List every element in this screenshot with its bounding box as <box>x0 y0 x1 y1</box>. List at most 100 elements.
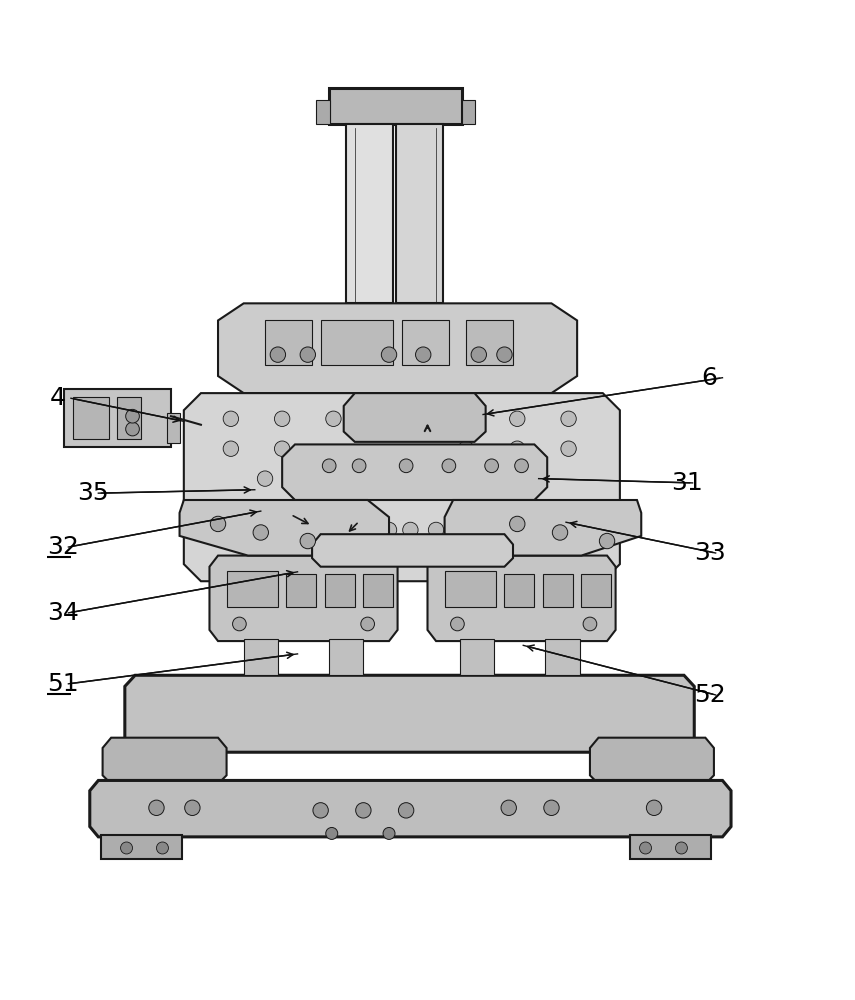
Text: 31: 31 <box>671 471 703 495</box>
Circle shape <box>121 842 133 854</box>
Text: 4: 4 <box>50 386 66 410</box>
Circle shape <box>640 842 652 854</box>
Circle shape <box>561 411 576 426</box>
Circle shape <box>467 471 482 486</box>
Circle shape <box>223 501 239 516</box>
Text: 33: 33 <box>694 541 726 565</box>
Bar <box>316 100 330 124</box>
Circle shape <box>518 471 534 486</box>
Bar <box>402 320 449 365</box>
Circle shape <box>416 347 431 362</box>
Circle shape <box>399 459 413 473</box>
Bar <box>265 320 312 365</box>
Circle shape <box>675 842 687 854</box>
Bar <box>504 574 534 607</box>
Circle shape <box>485 459 498 473</box>
Bar <box>466 320 513 365</box>
Polygon shape <box>590 738 714 784</box>
Circle shape <box>458 411 474 426</box>
Polygon shape <box>184 393 620 581</box>
Bar <box>325 574 355 607</box>
Circle shape <box>274 411 290 426</box>
Circle shape <box>442 459 456 473</box>
Bar <box>117 397 141 439</box>
Circle shape <box>223 411 239 426</box>
Circle shape <box>552 525 568 540</box>
Circle shape <box>233 617 246 631</box>
Circle shape <box>497 347 512 362</box>
Polygon shape <box>282 444 547 500</box>
Bar <box>462 100 475 124</box>
Circle shape <box>352 459 366 473</box>
Circle shape <box>126 422 139 436</box>
Polygon shape <box>209 556 398 641</box>
Circle shape <box>223 441 239 456</box>
Text: 34: 34 <box>47 601 79 625</box>
Circle shape <box>253 525 268 540</box>
Circle shape <box>471 347 486 362</box>
Circle shape <box>326 827 338 839</box>
Circle shape <box>458 501 474 516</box>
Circle shape <box>149 800 164 815</box>
Bar <box>101 835 182 859</box>
Bar <box>346 124 393 303</box>
Circle shape <box>361 617 374 631</box>
Circle shape <box>156 842 168 854</box>
Circle shape <box>381 522 397 538</box>
Circle shape <box>257 471 273 486</box>
Text: 52: 52 <box>694 683 726 707</box>
Polygon shape <box>428 556 616 641</box>
Bar <box>227 571 278 607</box>
Bar <box>286 574 316 607</box>
Circle shape <box>356 803 371 818</box>
Bar <box>543 574 573 607</box>
Polygon shape <box>312 534 513 567</box>
Bar <box>581 574 611 607</box>
Bar <box>329 639 363 675</box>
Circle shape <box>270 347 286 362</box>
Bar <box>630 835 711 859</box>
Circle shape <box>300 533 315 549</box>
Circle shape <box>583 617 597 631</box>
Text: 32: 32 <box>47 535 79 559</box>
Bar <box>363 574 393 607</box>
Circle shape <box>510 441 525 456</box>
Circle shape <box>544 800 559 815</box>
Circle shape <box>326 411 341 426</box>
Bar <box>445 571 496 607</box>
Circle shape <box>428 522 444 538</box>
Bar <box>545 639 580 675</box>
Polygon shape <box>344 393 486 442</box>
Circle shape <box>501 800 516 815</box>
Circle shape <box>381 347 397 362</box>
Circle shape <box>599 533 615 549</box>
Polygon shape <box>103 738 227 784</box>
Circle shape <box>510 411 525 426</box>
Circle shape <box>313 803 328 818</box>
Polygon shape <box>218 303 577 393</box>
Polygon shape <box>180 500 389 556</box>
Polygon shape <box>90 780 731 837</box>
Text: 51: 51 <box>47 672 79 696</box>
Circle shape <box>561 501 576 516</box>
Circle shape <box>322 459 336 473</box>
Bar <box>244 639 278 675</box>
Circle shape <box>185 800 200 815</box>
Bar <box>460 639 494 675</box>
Circle shape <box>274 501 290 516</box>
Bar <box>329 88 462 124</box>
Text: 6: 6 <box>701 366 717 390</box>
Circle shape <box>510 516 525 532</box>
Circle shape <box>458 441 474 456</box>
Bar <box>64 389 171 447</box>
Circle shape <box>510 501 525 516</box>
Circle shape <box>300 347 315 362</box>
Text: 35: 35 <box>77 481 109 505</box>
Circle shape <box>274 441 290 456</box>
Circle shape <box>403 522 418 538</box>
Circle shape <box>351 522 367 538</box>
Circle shape <box>304 471 320 486</box>
Circle shape <box>383 827 395 839</box>
Circle shape <box>561 441 576 456</box>
Bar <box>321 320 393 365</box>
